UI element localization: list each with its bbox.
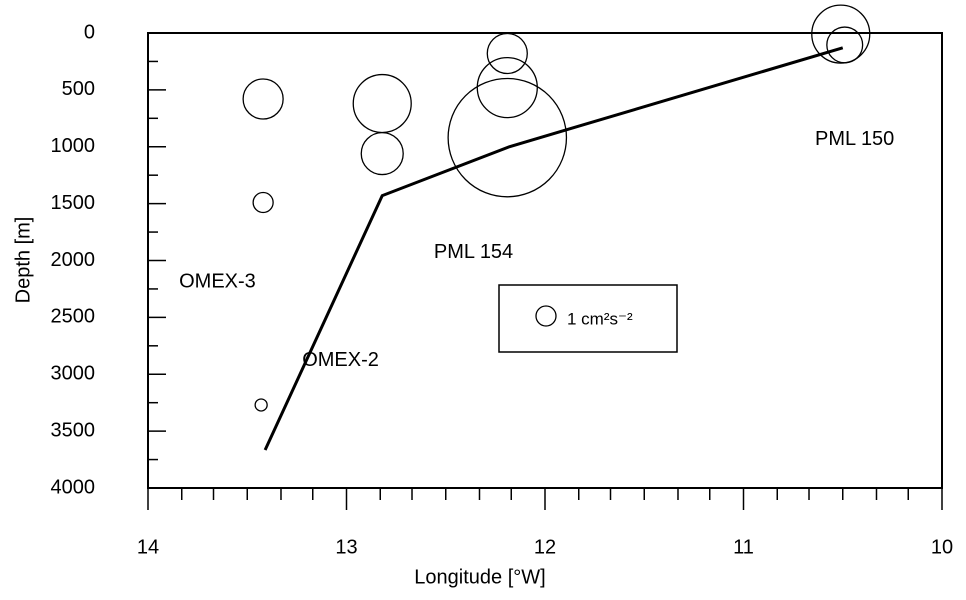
annotation: PML 150 [815, 128, 894, 150]
y-tick-label: 2000 [51, 249, 96, 271]
y-axis-label: Depth [m] [12, 217, 34, 304]
bubble [242, 78, 284, 120]
bubble [352, 73, 412, 134]
bubble [811, 4, 871, 64]
profile-line [263, 46, 844, 451]
x-tick-label: 10 [931, 536, 953, 558]
y-tick-label: 1500 [51, 192, 96, 214]
x-tick-label: 14 [137, 536, 159, 558]
legend-box [498, 284, 678, 353]
x-tick-label: 13 [335, 536, 357, 558]
x-tick-label: 11 [733, 536, 754, 558]
bubble [476, 56, 538, 119]
x-tick-label: 12 [534, 536, 556, 558]
bubble [360, 131, 404, 176]
annotation: OMEX-3 [179, 270, 256, 292]
annotation: OMEX-2 [302, 349, 379, 371]
bubble [254, 398, 268, 412]
y-tick-label: 1000 [51, 135, 96, 157]
y-tick-label: 0 [84, 21, 95, 43]
bubble [447, 77, 568, 198]
y-tick-label: 4000 [51, 476, 96, 498]
plot-frame [147, 32, 943, 489]
legend-marker [535, 305, 557, 327]
y-tick-label: 3500 [51, 419, 96, 441]
bubble [486, 32, 528, 75]
bubble [826, 26, 864, 64]
annotation: PML 154 [434, 241, 513, 263]
x-axis-label: Longitude [°W] [414, 566, 545, 588]
y-tick-label: 500 [62, 78, 95, 100]
y-tick-label: 3000 [51, 363, 96, 385]
bubble [252, 191, 274, 214]
y-tick-label: 2500 [51, 306, 96, 328]
legend-label: 1 cm²s⁻² [567, 309, 633, 328]
